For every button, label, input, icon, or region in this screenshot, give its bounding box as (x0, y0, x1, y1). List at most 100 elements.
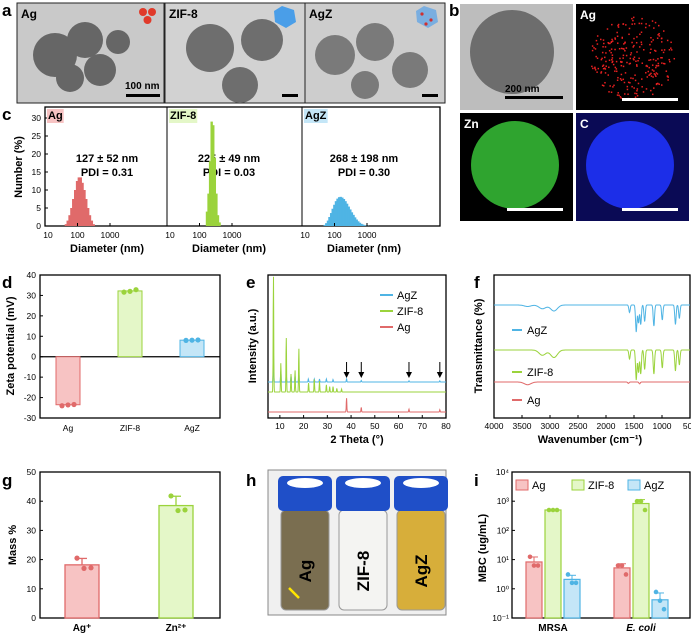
ag-dot (629, 82, 631, 84)
data-point (74, 555, 80, 561)
histogram-bar (337, 197, 341, 226)
ag-dot (618, 48, 621, 50)
zif8-crystal-icon (274, 6, 296, 28)
x-tick-label: 3000 (541, 421, 560, 431)
ag-dot (637, 59, 639, 62)
ag-dot (615, 70, 618, 73)
ag-dot (621, 36, 624, 39)
histogram-bar (212, 125, 215, 226)
ag-dot (642, 91, 645, 93)
ag-dot (613, 84, 615, 87)
histogram-bar (88, 215, 92, 226)
histogram-bar (344, 201, 347, 226)
ag-dot (663, 62, 666, 65)
ag-dot (648, 66, 651, 69)
bar (613, 567, 631, 619)
ag-dot (650, 37, 652, 39)
x-tick-label: 4000 (485, 421, 504, 431)
ag-dot (670, 47, 672, 49)
ag-dot (615, 68, 618, 70)
ag-dot (629, 62, 632, 65)
ag-dot (634, 79, 637, 82)
ag-dot (601, 57, 603, 60)
histogram-bar (341, 197, 344, 226)
y-tick-label: 0 (31, 352, 36, 362)
y-axis-label: Intensity (a.u.) (247, 308, 259, 383)
tem-label-ag: Ag (21, 7, 37, 21)
ag-dot (655, 59, 657, 62)
y-tick-label: 20 (27, 311, 37, 321)
histogram-bar (207, 193, 210, 226)
histogram-bar (360, 223, 363, 226)
ag-dot (600, 71, 603, 73)
ag-dot (649, 51, 652, 54)
data-point (657, 598, 663, 604)
bar (158, 504, 194, 619)
ag-dot (624, 50, 626, 52)
ag-dot (665, 70, 668, 72)
histogram-bar (329, 213, 333, 226)
ag-dot (634, 96, 637, 98)
y-tick-label: 10⁰ (496, 584, 509, 594)
ag-dot (646, 76, 649, 78)
ag-dot (623, 43, 625, 45)
histogram-bar (342, 199, 346, 226)
x-tick-label: 10 (43, 230, 53, 240)
bar (55, 356, 81, 406)
ag-dot (595, 39, 598, 42)
histogram-bar (215, 193, 218, 226)
ag-dot (623, 81, 626, 84)
ag-dot (640, 22, 643, 25)
y-tick-label: 0 (31, 613, 36, 623)
ag-dot (614, 70, 616, 72)
y-tick-label: 40 (27, 496, 37, 506)
annotation: 268 ± 198 nm (330, 153, 399, 165)
histogram-bar (86, 208, 90, 226)
x-tick-label: 40 (346, 421, 356, 431)
ag-dot (625, 47, 628, 49)
x-tick-label: 1000 (101, 230, 120, 240)
ag-dot (605, 60, 607, 63)
scale-bar (422, 94, 438, 97)
ag-dot (633, 44, 635, 47)
xrd-line-Ag (268, 398, 446, 413)
x-tick-label: 3500 (513, 421, 532, 431)
histogram-bar (363, 225, 366, 226)
x-tick-label: 10 (275, 421, 285, 431)
ag-dot (637, 82, 640, 85)
ag-dot (644, 26, 647, 29)
ag-dot (666, 75, 669, 77)
ag-dot (670, 41, 672, 44)
xrd-line-AgZ (268, 354, 446, 383)
x-axis-label: Diameter (nm) (70, 243, 144, 255)
ag-dot (616, 42, 619, 44)
ag-dot (621, 61, 623, 63)
ag-dot (607, 74, 610, 76)
ag-dot (667, 79, 669, 81)
ag-dot (666, 39, 669, 42)
ag-dot (609, 42, 611, 45)
ag-dot (633, 58, 635, 61)
ag-dot (629, 57, 632, 60)
ag-dot (626, 88, 629, 91)
agz-particles (315, 23, 428, 99)
data-point (554, 507, 560, 513)
ag-dot (654, 74, 657, 76)
histogram-bar (328, 217, 331, 226)
ag-particles (33, 22, 130, 92)
histogram-bar (339, 196, 342, 226)
zeta-axes (39, 274, 221, 419)
ag-dot (656, 37, 659, 39)
histogram-bar (323, 224, 326, 226)
ag-dot (608, 91, 610, 93)
y-tick-label: -10 (24, 372, 37, 382)
ag-dot (616, 94, 619, 96)
series-label: AgZ (305, 110, 327, 122)
ag-dot (607, 41, 609, 44)
legend-swatch (571, 479, 585, 491)
ag-dot (610, 91, 613, 94)
ag-dot (636, 51, 638, 53)
y-tick-label: 10 (32, 185, 42, 195)
histogram-bar (334, 201, 338, 226)
histogram-bar (83, 190, 86, 226)
